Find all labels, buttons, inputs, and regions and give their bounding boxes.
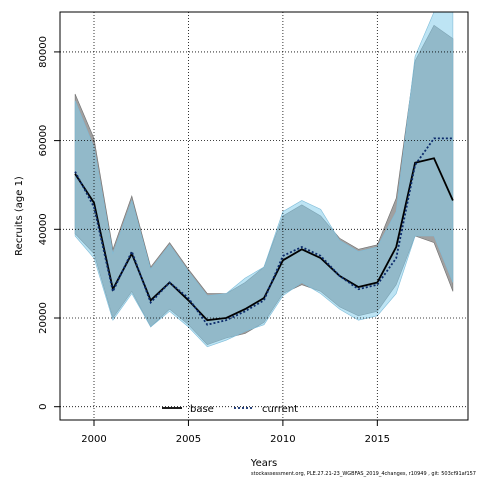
y-tick-label: 20000 [38,302,49,334]
x-tick-label: 2015 [365,434,390,445]
x-tick-label: 2005 [176,434,201,445]
y-axis-title: Recruits (age 1) [14,176,25,256]
plot-frame [59,11,469,421]
y-tick-label: 80000 [38,36,49,68]
x-tick-label: 2010 [270,434,295,445]
line-current [74,137,453,326]
y-tick-label: 60000 [38,125,49,157]
x-axis-title: Years [250,458,277,469]
y-axis: 0 20000 40000 60000 80000 [38,36,60,410]
band-current [74,12,454,348]
y-tick-label: 0 [38,404,49,410]
x-tick-label: 2000 [81,434,106,445]
y-tick-label: 40000 [38,213,49,245]
footer-credit: stockassessment.org, PLE.27.21-23_WGBFAS… [251,471,476,477]
legend-label-base: base [190,404,214,415]
x-axis: 2000 2005 2010 2015 [81,420,390,445]
series-lines [74,137,454,326]
legend-label-current: current [262,404,298,415]
legend: base current [162,404,298,415]
grid-lines [60,12,468,420]
